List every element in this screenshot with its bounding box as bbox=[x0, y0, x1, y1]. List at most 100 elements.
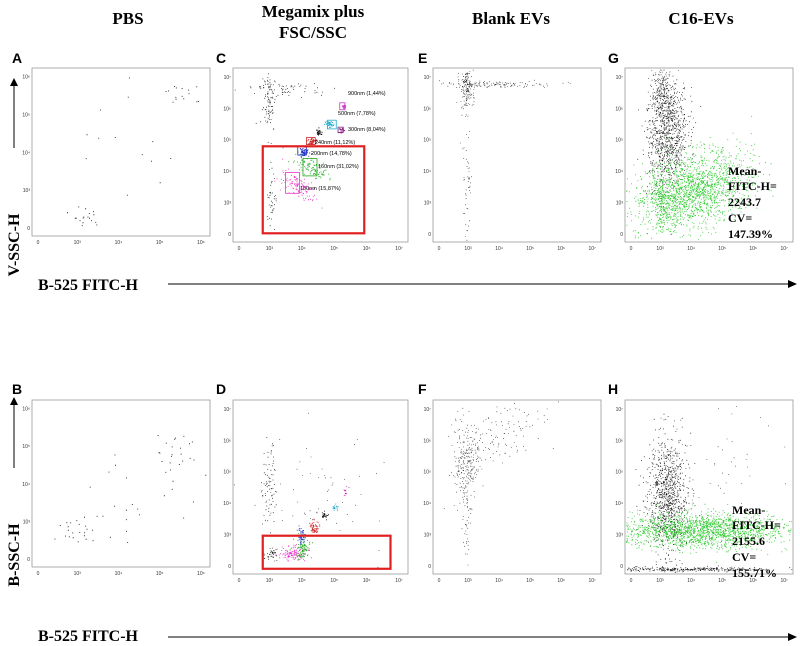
x-tick-label: 0 bbox=[438, 246, 441, 252]
y-tick-label: 10⁵ bbox=[615, 138, 623, 144]
col-header-megamix-line2: FSC/SSC bbox=[279, 23, 347, 42]
plot-panel-d: 0 0 10³ 10³ 10⁴ 10⁴ 10⁵ 10⁵ 10⁶ 10⁶ 10⁷ 10⁷ bbox=[223, 399, 409, 584]
gate-label-900nm: 900nm (1,44%) bbox=[348, 91, 386, 97]
plot-frame bbox=[232, 399, 409, 575]
dot-cluster bbox=[626, 115, 774, 241]
gate-box bbox=[306, 137, 316, 145]
x-tick-label: 10⁴ bbox=[298, 246, 306, 252]
y-tick-label: 10⁶ bbox=[223, 438, 231, 444]
y-tick-label: 10⁵ bbox=[223, 138, 231, 144]
x-tick-label: 0 bbox=[238, 578, 241, 584]
dot-cluster bbox=[263, 547, 278, 562]
y-tick-label: 10⁷ bbox=[616, 407, 624, 413]
y-tick-label: 10³ bbox=[23, 188, 31, 194]
x-tick-label: 10⁴ bbox=[495, 578, 503, 584]
x-tick-label: 10⁷ bbox=[781, 578, 789, 584]
y-tick-label: 10⁷ bbox=[616, 75, 624, 81]
gate-labels: 900nm (1,44%) 500nm (7,78%) 300nm (8,04%… bbox=[300, 91, 386, 192]
panel-label-a: A bbox=[12, 50, 22, 66]
gate-box bbox=[337, 126, 344, 133]
col-header-c16-evs: C16-EVs bbox=[668, 9, 734, 28]
stats-h-line4: CV= bbox=[732, 550, 756, 564]
plot-panel-a: 0 0 10³ 10³ 10⁴ 10⁴ 10⁵ 10⁵ 10⁶ 10⁶ bbox=[22, 67, 211, 246]
y-axis-label-bottom: B-SSC-H bbox=[6, 523, 23, 587]
dot-cluster bbox=[635, 413, 702, 573]
dot-cluster bbox=[651, 179, 671, 233]
x-tick-label: 10³ bbox=[464, 246, 472, 252]
y-axis-arrow-bottom bbox=[10, 397, 18, 468]
gate-label-300nm: 300nm (8,04%) bbox=[348, 127, 386, 133]
x-tick-label: 10⁴ bbox=[115, 571, 123, 577]
dot-cluster bbox=[274, 158, 323, 209]
x-tick-label: 10³ bbox=[266, 246, 274, 252]
col-header-blank-evs: Blank EVs bbox=[472, 9, 550, 28]
dot-cluster bbox=[459, 114, 472, 241]
dot-cluster bbox=[289, 531, 313, 561]
x-tick-label: 10⁵ bbox=[156, 571, 164, 577]
x-tick-label: 10³ bbox=[74, 240, 82, 246]
dot-cluster bbox=[439, 79, 571, 88]
y-axis-label-top: V-SSC-H bbox=[6, 213, 23, 276]
gate-box bbox=[285, 171, 300, 194]
gate-box bbox=[327, 119, 337, 130]
plot-panel-e: 0 0 10³ 10³ 10⁴ 10⁴ 10⁵ 10⁵ 10⁶ 10⁶ 10⁷ 10⁷ bbox=[423, 67, 602, 252]
y-tick-label: 10⁶ bbox=[615, 106, 623, 112]
dot-cluster bbox=[316, 127, 323, 136]
y-tick-label: 10⁵ bbox=[223, 470, 231, 476]
plot-panel-h: 0 0 10³ 10³ 10⁴ 10⁴ 10⁵ 10⁵ 10⁶ 10⁶ 10⁷ 10⁷ bbox=[615, 399, 794, 584]
x-tick-label: 10⁷ bbox=[395, 578, 403, 584]
x-tick-label: 10⁷ bbox=[589, 578, 597, 584]
y-tick-label: 10³ bbox=[616, 533, 624, 539]
y-tick-label: 10⁵ bbox=[22, 113, 30, 119]
x-tick-label: 0 bbox=[238, 246, 241, 252]
x-tick-label: 10⁷ bbox=[781, 246, 789, 252]
x-tick-label: 10⁶ bbox=[749, 578, 757, 584]
x-tick-label: 0 bbox=[630, 578, 633, 584]
y-tick-label: 0 bbox=[428, 232, 431, 238]
x-tick-label: 10⁶ bbox=[363, 246, 371, 252]
col-header-pbs: PBS bbox=[112, 9, 143, 28]
plot-frame bbox=[31, 67, 211, 237]
x-tick-label: 10⁴ bbox=[298, 578, 306, 584]
stats-g-line4: CV= bbox=[728, 211, 752, 225]
y-tick-label: 0 bbox=[27, 226, 30, 232]
x-tick-label: 10⁷ bbox=[589, 246, 597, 252]
dot-cluster bbox=[307, 137, 318, 145]
stats-h-line2: FITC-H= bbox=[732, 518, 781, 532]
y-tick-label: 0 bbox=[620, 232, 623, 238]
y-tick-label: 10⁴ bbox=[223, 501, 231, 507]
x-tick-label: 10³ bbox=[656, 246, 664, 252]
y-tick-label: 10⁷ bbox=[424, 407, 432, 413]
y-tick-label: 10⁵ bbox=[615, 470, 623, 476]
y-tick-label: 10³ bbox=[224, 533, 232, 539]
y-tick-label: 10⁵ bbox=[22, 444, 30, 450]
dot-cluster bbox=[456, 69, 475, 117]
x-tick-label: 10⁶ bbox=[197, 571, 205, 577]
y-tick-label: 10³ bbox=[424, 201, 432, 207]
plot-frame bbox=[31, 399, 211, 568]
stats-h-line5: 155.71% bbox=[732, 566, 777, 580]
x-axis-label-top: B-525 FITC-H bbox=[38, 277, 139, 294]
gate-label-160nm: 160nm (31,02%) bbox=[318, 164, 359, 170]
dot-cluster bbox=[309, 518, 321, 536]
x-tick-label: 10⁶ bbox=[557, 578, 565, 584]
y-tick-label: 10⁶ bbox=[615, 438, 623, 444]
dot-cluster bbox=[266, 161, 277, 230]
y-tick-label: 10⁴ bbox=[223, 169, 231, 175]
plot-panel-b: 0 0 10³ 10³ 10⁴ 10⁴ 10⁵ 10⁵ 10⁶ 10⁶ bbox=[22, 399, 211, 577]
x-tick-label: 10⁵ bbox=[330, 246, 338, 252]
stats-g-line5: 147.39% bbox=[728, 227, 773, 241]
stats-g-line1: Mean- bbox=[728, 164, 761, 178]
x-axis-arrow-bottom bbox=[168, 633, 797, 641]
plot-frame bbox=[432, 399, 602, 575]
x-tick-label: 10⁶ bbox=[197, 240, 205, 246]
gate-box bbox=[339, 102, 346, 111]
x-tick-label: 10⁵ bbox=[526, 578, 534, 584]
gate-label-200nm: 200nm (14,78%) bbox=[311, 151, 352, 157]
stats-h: Mean- FITC-H= 2155.6 CV= 155.71% bbox=[732, 503, 781, 580]
plot-panel-c: 0 0 10³ 10³ 10⁴ 10⁴ 10⁵ 10⁵ 10⁶ 10⁶ 10⁷ 10⁷ bbox=[223, 67, 409, 252]
y-tick-label: 0 bbox=[428, 564, 431, 570]
y-tick-label: 10³ bbox=[424, 533, 432, 539]
x-tick-label: 10³ bbox=[266, 578, 274, 584]
y-tick-label: 10³ bbox=[616, 201, 624, 207]
